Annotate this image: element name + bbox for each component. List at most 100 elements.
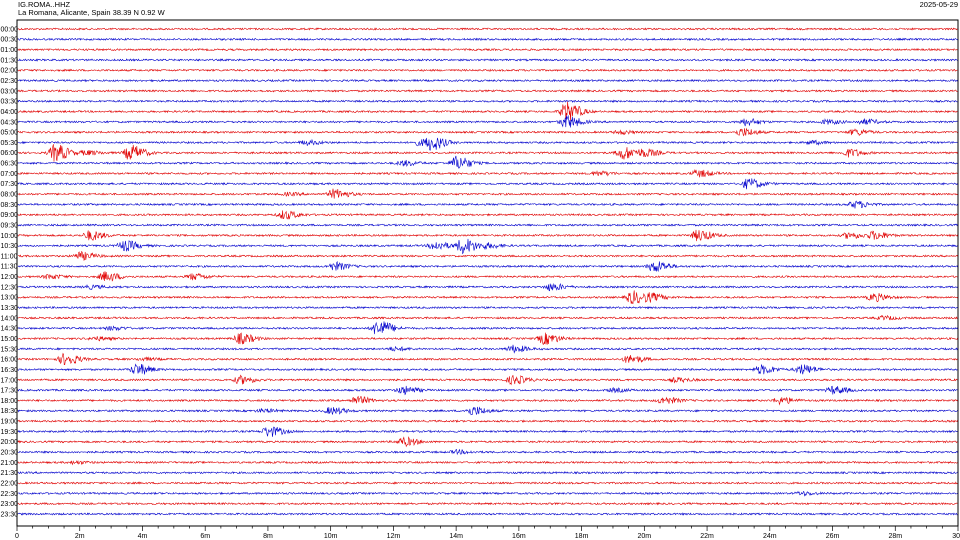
row-label: 10:00 [1,233,19,240]
row-label: 09:30 [1,222,19,229]
trace-1000 [17,229,958,242]
plot-border [16,19,959,527]
trace-0730 [17,178,958,190]
trace-2200 [17,481,958,485]
row-label: 01:30 [1,57,19,64]
trace-1130 [17,260,958,272]
row-label: 14:30 [1,326,19,333]
trace-1200 [17,271,958,282]
station-location: La Romana, Alicante, Spain 38.39 N 0.92 … [18,8,165,17]
row-label: 05:30 [1,140,19,147]
row-label: 11:30 [1,264,18,271]
x-tick-label: 18m [575,533,589,540]
row-label: 23:30 [1,511,19,518]
trace-2130 [17,471,958,475]
trace-1730 [17,385,958,396]
row-label: 04:30 [1,119,19,126]
trace-1600 [17,352,958,365]
row-label: 15:30 [1,346,19,353]
trace-1330 [17,305,958,310]
row-label: 06:30 [1,161,19,168]
row-label: 12:30 [1,284,19,291]
trace-1830 [17,406,958,416]
station-code: IG.ROMA..HHZ [18,0,71,9]
trace-0000 [17,27,958,31]
trace-0400 [17,101,958,121]
row-label: 15:00 [1,336,19,343]
x-tick-label: 0 [15,533,19,540]
row-label: 02:30 [1,78,19,85]
trace-1400 [17,314,958,321]
trace-0230 [17,78,958,83]
row-label: 17:00 [1,377,19,384]
row-label: 20:00 [1,439,19,446]
row-label: 18:00 [1,398,19,405]
row-label: 14:00 [1,315,19,322]
row-label: 08:00 [1,192,19,199]
trace-1300 [17,290,958,304]
trace-2100 [17,459,958,466]
trace-0200 [17,68,958,72]
row-label: 08:30 [1,202,19,209]
trace-0900 [17,210,958,220]
row-label: 11:00 [1,253,18,260]
trace-0100 [17,47,958,52]
trace-0500 [17,127,958,137]
x-tick-label: 8m [263,533,273,540]
trace-2030 [17,448,958,456]
row-label: 21:00 [1,460,19,467]
trace-0800 [17,188,958,199]
trace-0530 [17,137,958,151]
row-label: 02:00 [1,68,19,75]
row-label: 05:00 [1,130,19,137]
x-tick-label: 4m [138,533,148,540]
record-date: 2025-05-29 [919,0,958,9]
row-label: 03:30 [1,99,19,106]
x-tick-label: 22m [700,533,714,540]
trace-0600 [18,144,958,162]
row-label: 20:30 [1,449,19,456]
trace-1700 [17,374,958,386]
trace-1230 [17,283,958,292]
trace-1930 [17,426,958,437]
row-label: 09:00 [1,212,19,219]
row-label: 12:00 [1,274,19,281]
trace-1900 [17,419,958,423]
x-tick-label: 30 [952,533,960,540]
trace-1500 [17,332,958,345]
trace-0430 [17,114,958,128]
trace-0630 [17,155,958,169]
seismic-traces [17,27,958,516]
trace-1530 [17,344,958,354]
row-label: 06:00 [1,150,19,157]
row-label: 00:00 [1,26,19,33]
row-label: 18:30 [1,408,19,415]
row-label: 17:30 [1,388,19,395]
x-tick-label: 6m [200,533,210,540]
trace-0030 [17,37,958,42]
trace-2330 [17,512,958,516]
row-label: 13:30 [1,305,19,312]
row-label: 04:00 [1,109,19,116]
trace-1800 [17,395,958,406]
x-tick-label: 24m [763,533,777,540]
row-label: 03:00 [1,88,19,95]
trace-1100 [17,250,958,261]
row-label: 19:30 [1,429,19,436]
trace-0700 [17,169,958,178]
row-label: 19:00 [1,419,19,426]
row-label: 22:00 [1,480,19,487]
row-label: 10:30 [1,243,19,250]
x-tick-label: 10m [324,533,338,540]
row-label: 23:00 [1,501,19,508]
time-axis: 0 2m 4m 6m 8m 10m 12m 14m 16m 18m 20m 22m 24m 26m 28m 3… [15,526,960,540]
row-label: 16:30 [1,367,19,374]
row-label: 00:30 [1,37,19,44]
trace-0300 [17,89,958,93]
row-label: 21:30 [1,470,19,477]
row-label: 07:00 [1,171,19,178]
x-tick-label: 20m [638,533,652,540]
trace-2000 [17,436,958,448]
plot-frame [16,19,959,527]
